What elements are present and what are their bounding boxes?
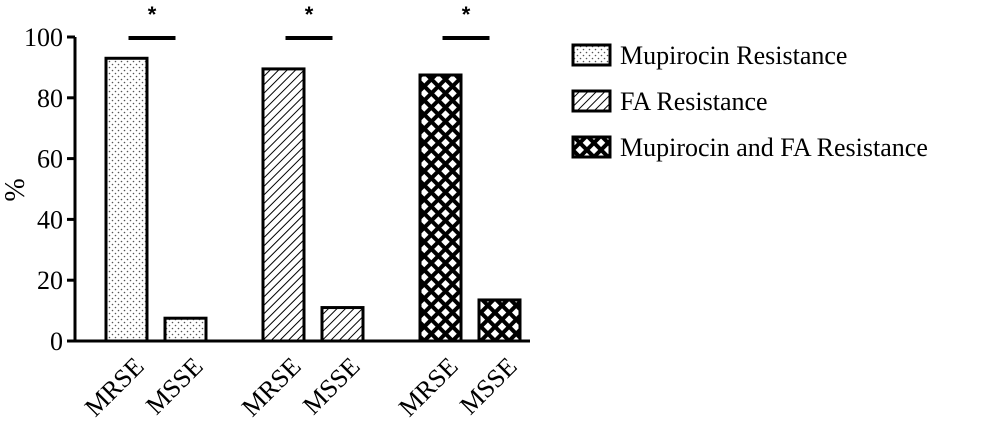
x-tick-label: MRSE bbox=[393, 352, 464, 423]
legend-label: FA Resistance bbox=[620, 87, 768, 116]
x-tick-label: MSSE bbox=[140, 352, 209, 421]
bar bbox=[163, 316, 208, 343]
x-tick-label: MSSE bbox=[454, 352, 523, 421]
legend-swatch bbox=[571, 89, 612, 113]
legend-label: Mupirocin and FA Resistance bbox=[620, 133, 928, 162]
y-tick-label: 0 bbox=[50, 327, 63, 356]
y-axis-label: % bbox=[0, 178, 31, 201]
x-tick-label: MRSE bbox=[236, 352, 307, 423]
significance-mark: * bbox=[148, 2, 157, 27]
y-tick-label: 100 bbox=[24, 23, 63, 52]
bar bbox=[320, 306, 365, 343]
y-tick-label: 20 bbox=[37, 266, 63, 295]
significance-mark: * bbox=[305, 2, 314, 27]
bar bbox=[477, 298, 522, 343]
x-tick-label: MRSE bbox=[79, 352, 150, 423]
significance-mark: * bbox=[462, 2, 471, 27]
y-tick-label: 60 bbox=[37, 145, 63, 174]
legend-label: Mupirocin Resistance bbox=[620, 41, 847, 70]
bar bbox=[261, 67, 306, 343]
bar bbox=[104, 56, 149, 343]
y-tick-label: 40 bbox=[37, 205, 63, 234]
legend-swatch bbox=[571, 43, 612, 67]
x-tick-label: MSSE bbox=[297, 352, 366, 421]
legend-swatch bbox=[571, 135, 612, 159]
bar bbox=[418, 73, 463, 343]
y-tick-label: 80 bbox=[37, 84, 63, 113]
